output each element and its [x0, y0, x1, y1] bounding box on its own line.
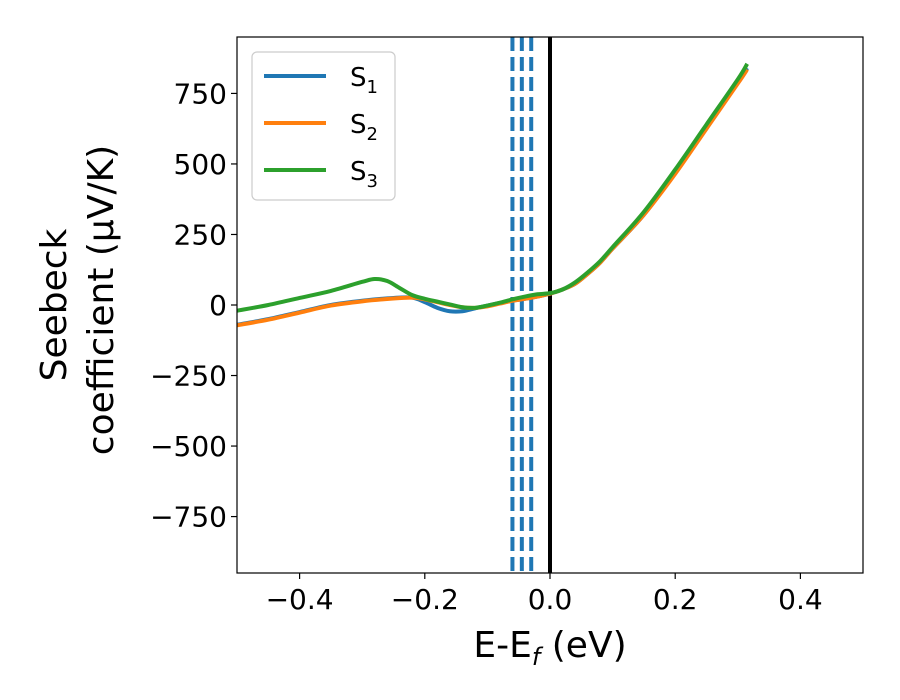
x-tick-label: −0.4 — [266, 583, 334, 616]
y-tick-label: 750 — [174, 77, 227, 110]
y-tick-label: −250 — [150, 360, 227, 393]
legend-frame — [251, 51, 396, 201]
legend-label-s1: S1 — [350, 63, 378, 98]
plot-area — [236, 36, 864, 574]
legend: S1 S2 S3 — [251, 51, 396, 201]
x-tick-label: 0.4 — [778, 583, 823, 616]
x-tick-label: 0.0 — [528, 583, 573, 616]
x-tick-label: 0.2 — [653, 583, 698, 616]
y-tick-label: −500 — [150, 430, 227, 463]
legend-label-s2: S2 — [350, 110, 378, 145]
y-tick-label: −750 — [150, 501, 227, 534]
x-axis-label-unit: (eV) — [540, 625, 626, 666]
legend-label-s3: S3 — [350, 157, 378, 192]
x-axis-ticks: −0.4 −0.2 0.0 0.2 0.4 — [266, 573, 823, 616]
y-tick-label: 500 — [174, 148, 227, 181]
x-axis-label-main: E-E — [473, 625, 531, 666]
plot-lines — [237, 37, 749, 573]
x-axis-label: E-Ef (eV) — [473, 625, 626, 671]
y-tick-label: 0 — [209, 289, 227, 322]
y-tick-label: 250 — [174, 218, 227, 251]
series-line-s3 — [237, 62, 749, 313]
y-axis-ticks: 750 500 250 0 −250 −500 −750 — [150, 77, 237, 534]
y-axis-label-line2: coefficient (μV/K) — [81, 145, 122, 455]
y-axis-label-line1: Seebeck — [34, 228, 75, 381]
x-tick-label: −0.2 — [391, 583, 459, 616]
